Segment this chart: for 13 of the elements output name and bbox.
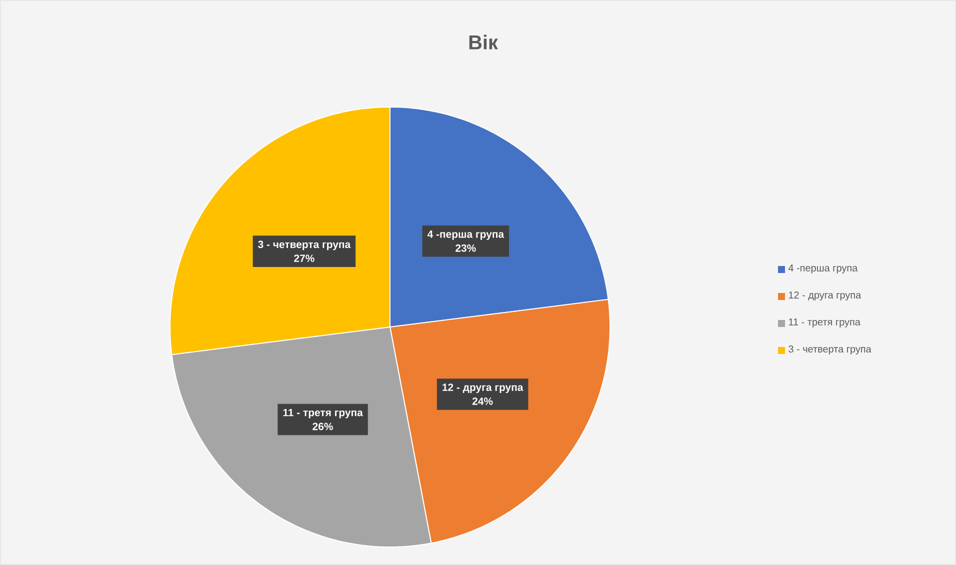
data-label: 23% xyxy=(456,244,476,252)
slice-label: 4 -перша група xyxy=(427,230,504,240)
legend-label: 3 - четверта група xyxy=(788,345,872,355)
chart-title: Вік xyxy=(469,34,498,50)
data-label: 24% xyxy=(472,398,493,405)
data-label: 27% xyxy=(294,254,314,262)
slice-label: 11 - третя група xyxy=(283,408,363,418)
slice-label: 12 - друга група xyxy=(442,384,524,394)
slice-label: 3 - четверта група xyxy=(258,240,351,250)
data-label: 26% xyxy=(312,422,333,430)
legend-label: 4 -перша група xyxy=(788,264,858,274)
legend-label: 12 - друга група xyxy=(788,291,862,301)
legend-label: 11 - третя група xyxy=(788,318,860,328)
